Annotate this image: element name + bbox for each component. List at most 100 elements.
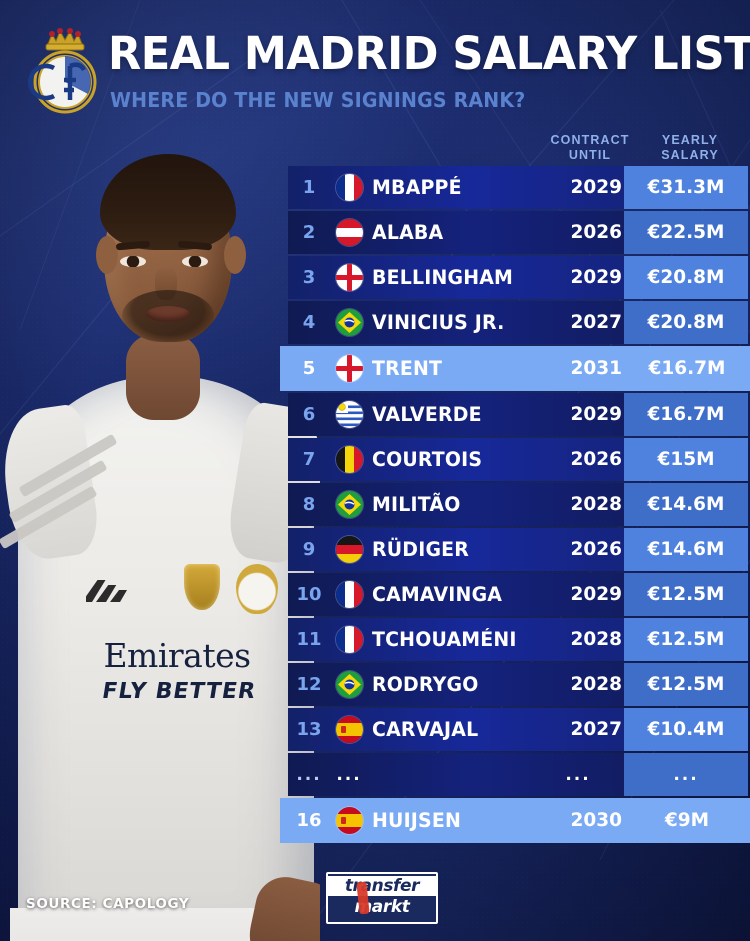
table-row[interactable]: 13 CARVAJAL 2027 €10.4M — [288, 708, 748, 753]
column-header-salary-line2: SALARY — [661, 148, 719, 162]
row-rank: ... — [296, 764, 322, 785]
table-row[interactable]: 10 CAMAVINGA 2029 €12.5M — [288, 573, 748, 618]
row-salary-cell-background — [624, 663, 748, 706]
row-yearly-salary: €14.6M — [647, 494, 725, 515]
player-photo: Emirates FLY BETTER 12 — [0, 108, 320, 941]
row-contract-until: 2027 — [570, 312, 623, 333]
jersey-crest-icon — [236, 564, 278, 614]
row-flag-ellipsis: ... — [336, 764, 362, 785]
flag-circle — [335, 264, 363, 291]
flag-circle — [335, 807, 363, 834]
brazil-flag-icon — [330, 483, 368, 526]
brazil-flag-icon — [330, 663, 368, 706]
row-player-name: MILITÃO — [372, 493, 461, 516]
row-salary-cell-background — [624, 483, 748, 526]
row-player-name: ALABA — [372, 221, 444, 244]
player-eye-left — [120, 256, 146, 267]
england-flag-icon — [330, 256, 368, 299]
row-rank: 8 — [302, 494, 316, 515]
row-yearly-salary: €20.8M — [647, 267, 725, 288]
row-rank: 2 — [302, 222, 316, 243]
table-row[interactable]: 7 COURTOIS 2026 €15M — [288, 438, 748, 483]
row-contract-until: 2027 — [570, 719, 623, 740]
row-contract-until: 2029 — [570, 584, 623, 605]
player-ear-right — [224, 236, 246, 274]
row-rank: 13 — [296, 719, 322, 740]
transfermarkt-logo-line1: transfer — [328, 876, 436, 896]
flag-circle — [335, 671, 363, 698]
row-rank: 3 — [302, 267, 316, 288]
row-yearly-salary: €12.5M — [647, 629, 725, 650]
row-player-name: CARVAJAL — [372, 718, 479, 741]
player-mouth — [146, 306, 190, 322]
row-rank: 12 — [296, 674, 322, 695]
row-salary-cell-background — [624, 256, 748, 299]
row-player-name: VALVERDE — [372, 403, 482, 426]
row-contract-until: 2029 — [570, 267, 623, 288]
uruguay-flag-icon — [330, 393, 368, 436]
row-contract-until: 2028 — [570, 674, 623, 695]
flag-circle — [335, 626, 363, 653]
france-flag-icon — [330, 618, 368, 661]
source-credit: SOURCE: CAPOLOGY — [26, 896, 190, 912]
table-row[interactable]: 2 ALABA 2026 €22.5M — [288, 211, 748, 256]
table-row[interactable]: 12 RODRYGO 2028 €12.5M — [288, 663, 748, 708]
row-player-name: COURTOIS — [372, 448, 483, 471]
row-salary-cell-background — [624, 618, 748, 661]
row-contract-until: 2031 — [570, 358, 623, 379]
row-yearly-salary: €31.3M — [647, 177, 725, 198]
table-row[interactable]: 6 VALVERDE 2029 €16.7M — [288, 393, 748, 438]
row-contract-until: 2028 — [570, 629, 623, 650]
column-header-salary-line1: YEARLY — [661, 133, 719, 147]
row-player-name: BELLINGHAM — [372, 266, 514, 289]
row-rank: 11 — [296, 629, 322, 650]
row-contract-until: 2026 — [570, 539, 623, 560]
france-flag-icon — [330, 166, 368, 209]
adidas-logo-icon — [86, 580, 128, 602]
row-salary-cell-background — [624, 211, 748, 254]
row-salary-cell-background — [624, 393, 748, 436]
table-row[interactable]: 8 MILITÃO 2028 €14.6M — [288, 483, 748, 528]
flag-circle — [335, 174, 363, 201]
row-rank: 5 — [302, 358, 316, 379]
row-player-name: RÜDIGER — [372, 538, 470, 561]
row-player-name: TRENT — [372, 357, 443, 380]
flag-circle — [335, 491, 363, 518]
row-salary-cell-background — [624, 573, 748, 616]
table-row[interactable]: 11 TCHOUAMÉNI 2028 €12.5M — [288, 618, 748, 663]
table-row[interactable]: 9 RÜDIGER 2026 €14.6M — [288, 528, 748, 573]
column-header-contract-line2: UNTIL — [568, 148, 612, 162]
flag-circle — [335, 219, 363, 246]
row-salary-cell-background — [624, 708, 748, 751]
row-contract-until: 2026 — [570, 222, 623, 243]
germany-flag-icon — [330, 528, 368, 571]
flag-circle — [335, 401, 363, 428]
row-yearly-salary: €22.5M — [647, 222, 725, 243]
belgium-flag-icon — [330, 438, 368, 481]
salary-table: 1 MBAPPÉ 2029 €31.3M 2 ALABA 2026 €22.5M 3 BELLIN… — [280, 166, 750, 845]
row-yearly-salary: €15M — [657, 449, 715, 470]
table-row[interactable]: 16 HUIJSEN 2030 €9M — [280, 798, 750, 845]
table-row[interactable]: 3 BELLINGHAM 2029 €20.8M — [288, 256, 748, 301]
column-header-contract: CONTRACT UNTIL — [524, 133, 656, 163]
row-player-name: MBAPPÉ — [372, 176, 462, 199]
row-yearly-salary: €16.7M — [648, 358, 726, 379]
table-row[interactable]: 4 VINICIUS JR. 2027 €20.8M — [288, 301, 748, 346]
transfermarkt-logo-line2: markt — [354, 897, 410, 917]
row-band — [288, 753, 624, 796]
row-yearly-salary: €16.7M — [647, 404, 725, 425]
row-rank: 6 — [302, 404, 316, 425]
row-salary-cell-background — [624, 301, 748, 344]
row-contract-until: 2028 — [570, 494, 623, 515]
page-subtitle: WHERE DO THE NEW SIGNINGS RANK? — [110, 88, 526, 112]
page-title: REAL MADRID SALARY LIST — [108, 27, 750, 80]
player-ear-left — [96, 236, 118, 274]
table-row[interactable]: ............ — [288, 753, 748, 798]
table-row[interactable]: 5 TRENT 2031 €16.7M — [280, 346, 750, 393]
flag-circle — [335, 446, 363, 473]
ellipsis-icon: ... — [330, 753, 368, 796]
row-salary-cell-background — [624, 438, 748, 481]
table-row[interactable]: 1 MBAPPÉ 2029 €31.3M — [288, 166, 748, 211]
column-header-contract-line1: CONTRACT — [550, 133, 630, 147]
